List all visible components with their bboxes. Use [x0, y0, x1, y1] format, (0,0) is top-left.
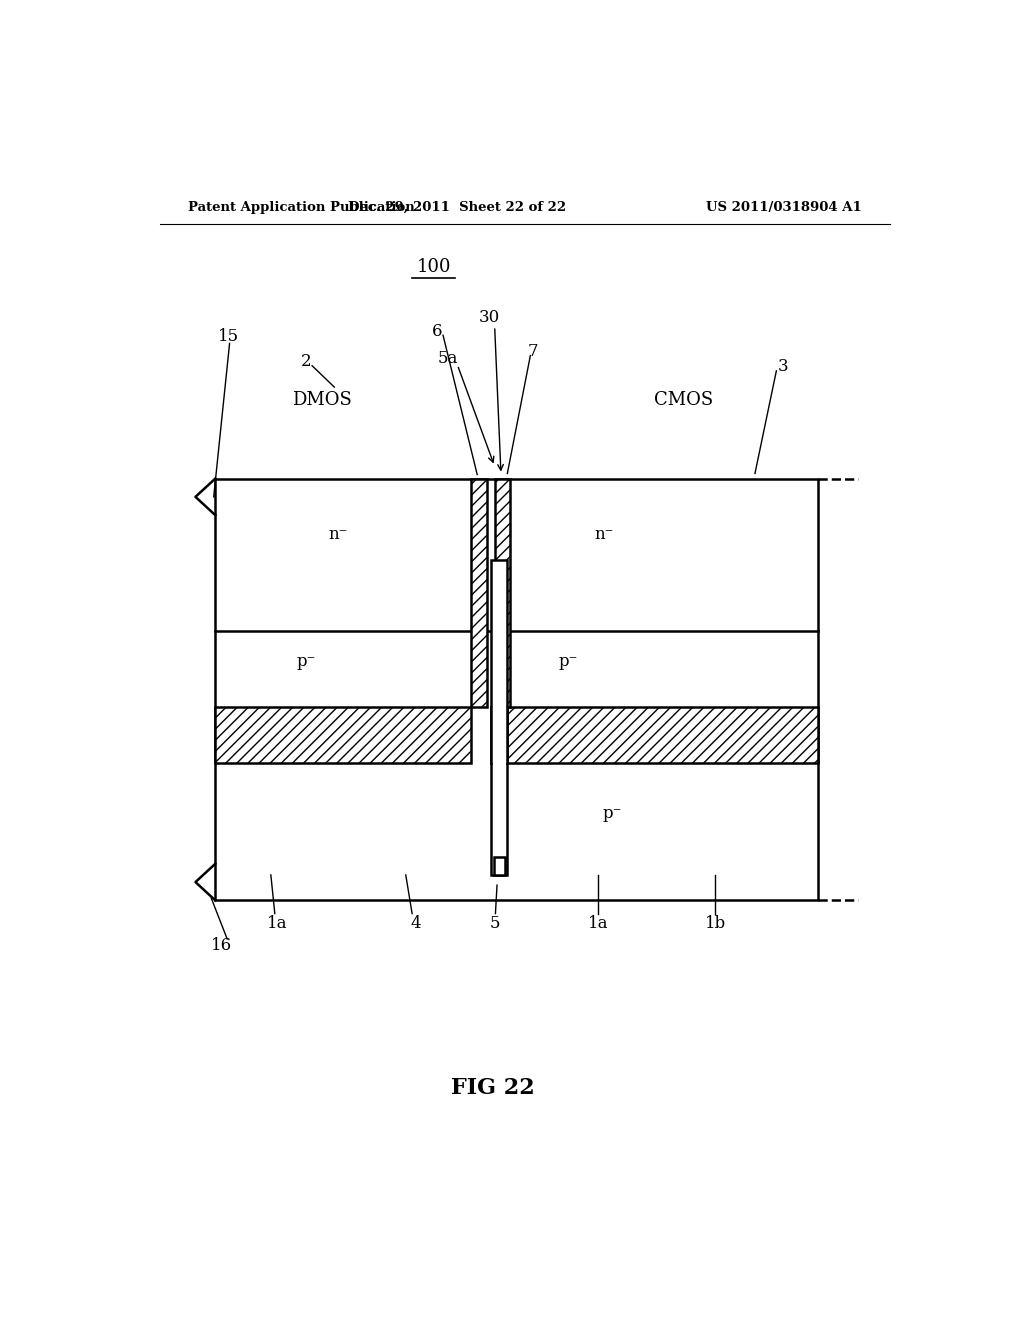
- Text: 30: 30: [478, 309, 500, 326]
- Bar: [492, 708, 507, 763]
- Text: n⁻: n⁻: [329, 525, 348, 543]
- Bar: [492, 560, 507, 875]
- Bar: [494, 857, 505, 875]
- Bar: [507, 708, 818, 763]
- Text: CMOS: CMOS: [654, 391, 713, 409]
- Text: p⁻: p⁻: [297, 653, 316, 671]
- Text: 16: 16: [211, 937, 232, 953]
- Bar: [496, 479, 510, 708]
- Text: 15: 15: [218, 327, 240, 345]
- Bar: [215, 479, 818, 900]
- Text: Patent Application Publication: Patent Application Publication: [187, 201, 415, 214]
- Text: Dec. 29, 2011  Sheet 22 of 22: Dec. 29, 2011 Sheet 22 of 22: [348, 201, 566, 214]
- Text: 2: 2: [301, 354, 312, 370]
- Text: FIG 22: FIG 22: [452, 1077, 535, 1100]
- Text: 3: 3: [777, 358, 788, 375]
- Text: US 2011/0318904 A1: US 2011/0318904 A1: [707, 201, 862, 214]
- Text: 5a: 5a: [437, 350, 458, 367]
- Bar: [215, 708, 471, 763]
- Text: DMOS: DMOS: [293, 391, 352, 409]
- Text: 7: 7: [527, 343, 538, 360]
- Text: 1a: 1a: [267, 915, 288, 932]
- Text: p⁻: p⁻: [602, 805, 622, 822]
- Text: n⁻: n⁻: [595, 525, 613, 543]
- Text: 6: 6: [432, 322, 442, 339]
- Text: 1b: 1b: [705, 915, 726, 932]
- Text: p⁻: p⁻: [559, 653, 579, 671]
- Text: 100: 100: [417, 259, 451, 276]
- Text: 4: 4: [410, 915, 421, 932]
- Text: 5: 5: [489, 915, 500, 932]
- Text: 1a: 1a: [588, 915, 608, 932]
- Bar: [471, 479, 486, 708]
